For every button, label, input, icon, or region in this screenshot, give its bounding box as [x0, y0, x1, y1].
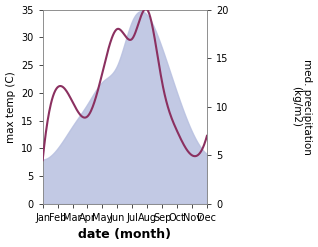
Y-axis label: max temp (C): max temp (C) [5, 71, 16, 143]
Y-axis label: med. precipitation
(kg/m2): med. precipitation (kg/m2) [291, 59, 313, 155]
X-axis label: date (month): date (month) [78, 228, 171, 242]
